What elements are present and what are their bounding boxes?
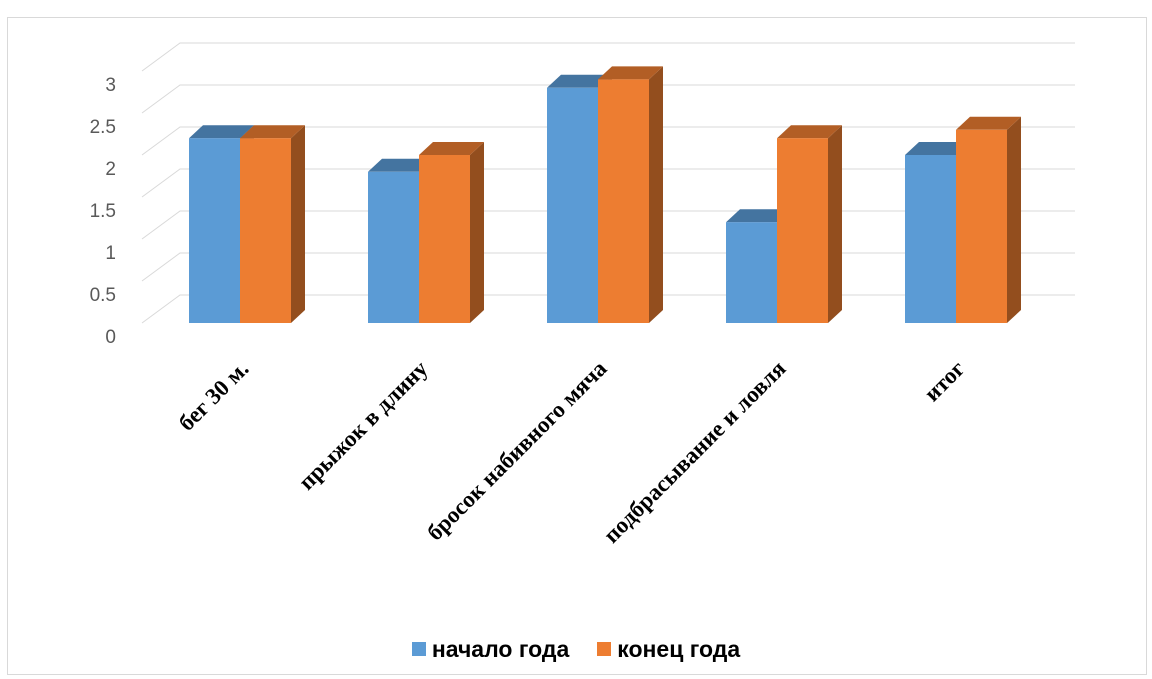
bar-side bbox=[470, 142, 484, 323]
y-tick-label: 3 bbox=[105, 75, 116, 96]
bar-top bbox=[777, 125, 842, 139]
bar-side bbox=[828, 125, 842, 323]
y-tick-label: 2 bbox=[105, 159, 116, 180]
x-tick-label: бросок набивного мяча bbox=[422, 356, 612, 546]
bar-side bbox=[1007, 116, 1021, 323]
bar-top bbox=[598, 66, 663, 80]
bar-top bbox=[905, 142, 970, 155]
bar-top bbox=[726, 209, 791, 223]
bar bbox=[547, 87, 598, 323]
bar-top bbox=[240, 125, 305, 139]
legend-label-start: начало года bbox=[431, 635, 570, 662]
y-tick-label: 1.5 bbox=[90, 201, 116, 222]
legend-item-start: начало года bbox=[411, 635, 570, 663]
bar bbox=[419, 155, 470, 323]
gridline bbox=[141, 84, 1075, 114]
bar-top bbox=[419, 142, 484, 155]
x-tick-label: итог bbox=[919, 356, 969, 406]
y-axis: 0 0.5 1 1.5 2 2.5 3 bbox=[90, 75, 116, 348]
bar-top bbox=[368, 158, 433, 172]
y-tick-label: 2.5 bbox=[90, 117, 116, 138]
bars bbox=[189, 66, 1021, 324]
legend-swatch-end bbox=[597, 642, 612, 656]
gridline bbox=[141, 42, 1075, 72]
legend-item-end: конец года bbox=[597, 636, 740, 663]
bar bbox=[905, 155, 956, 323]
y-tick-label: 0.5 bbox=[90, 285, 116, 306]
legend-swatch-start bbox=[411, 642, 426, 656]
y-tick-label: 1 bbox=[105, 243, 116, 264]
y-tick-label: 0 bbox=[105, 327, 116, 348]
bar-top bbox=[956, 116, 1021, 130]
bar-side bbox=[291, 125, 305, 323]
bar-top bbox=[189, 125, 254, 139]
x-tick-label: бег 30 м. bbox=[174, 356, 254, 436]
x-tick-label: прыжок в длину bbox=[294, 356, 433, 495]
bar bbox=[368, 171, 419, 323]
x-tick-label: подбрасывание и ловля bbox=[599, 356, 791, 548]
bar bbox=[240, 138, 291, 323]
gridline bbox=[141, 126, 1075, 156]
gridline bbox=[141, 168, 1075, 198]
bar bbox=[777, 138, 828, 323]
bar bbox=[726, 222, 777, 323]
bar bbox=[598, 79, 649, 324]
bar-side bbox=[649, 66, 663, 324]
legend-label-end: конец года bbox=[617, 635, 741, 662]
bar bbox=[956, 129, 1007, 323]
legend: начало года конец года bbox=[0, 634, 1152, 664]
bar bbox=[189, 138, 240, 323]
bar-top bbox=[547, 74, 612, 88]
